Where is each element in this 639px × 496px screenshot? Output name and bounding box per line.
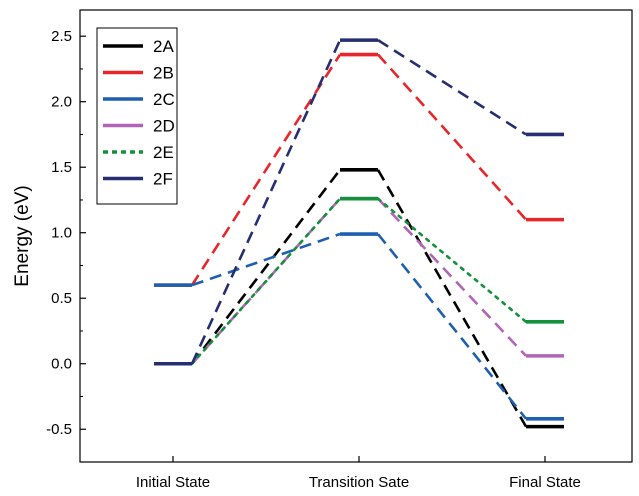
- series-2D: [154, 196, 564, 366]
- connector-2A: [190, 169, 342, 365]
- connector-2B: [190, 53, 342, 286]
- series-2E: [154, 196, 564, 366]
- legend-label: 2A: [153, 37, 174, 56]
- connector-2E: [190, 197, 342, 366]
- connector-2B: [377, 53, 527, 221]
- y-tick-label: 2.0: [51, 94, 72, 111]
- x-axis: Initial State Transition Sate Final State: [136, 456, 581, 491]
- legend-label: 2D: [153, 117, 175, 136]
- connector-2F: [190, 39, 342, 365]
- connector-2C: [191, 232, 341, 287]
- plot-frame: [79, 9, 633, 463]
- chart-marks: [154, 38, 564, 429]
- legend-label: 2B: [153, 64, 174, 83]
- connector-2F: [377, 39, 527, 136]
- x-tick-label: Final State: [509, 474, 581, 491]
- y-tick-label: 0.5: [51, 290, 72, 307]
- connector-2D: [377, 197, 527, 357]
- legend-label: 2C: [153, 90, 175, 109]
- legend-label: 2E: [153, 143, 174, 162]
- y-axis-title: Energy (eV): [12, 185, 33, 286]
- connector-2E: [376, 197, 528, 324]
- x-tick-label: Initial State: [136, 474, 210, 491]
- connector-2A: [376, 169, 528, 428]
- series-2F: [154, 38, 564, 366]
- y-tick-label: 1.0: [51, 225, 72, 242]
- y-tick-label: -0.5: [46, 421, 72, 438]
- legend: 2A 2B 2C 2D 2E 2F: [96, 27, 178, 205]
- series-2C: [154, 232, 564, 421]
- legend-label: 2F: [153, 170, 173, 189]
- y-tick-label: 1.5: [51, 159, 72, 176]
- y-tick-label: 2.5: [51, 28, 72, 45]
- legend-box: [96, 27, 178, 205]
- connector-2C: [376, 233, 528, 420]
- x-tick-label: Transition Sate: [309, 474, 409, 491]
- y-tick-label: 0.0: [51, 356, 72, 373]
- y-axis: -0.5 0.0 0.5 1.0 1.5 2.0 2.5: [46, 28, 86, 463]
